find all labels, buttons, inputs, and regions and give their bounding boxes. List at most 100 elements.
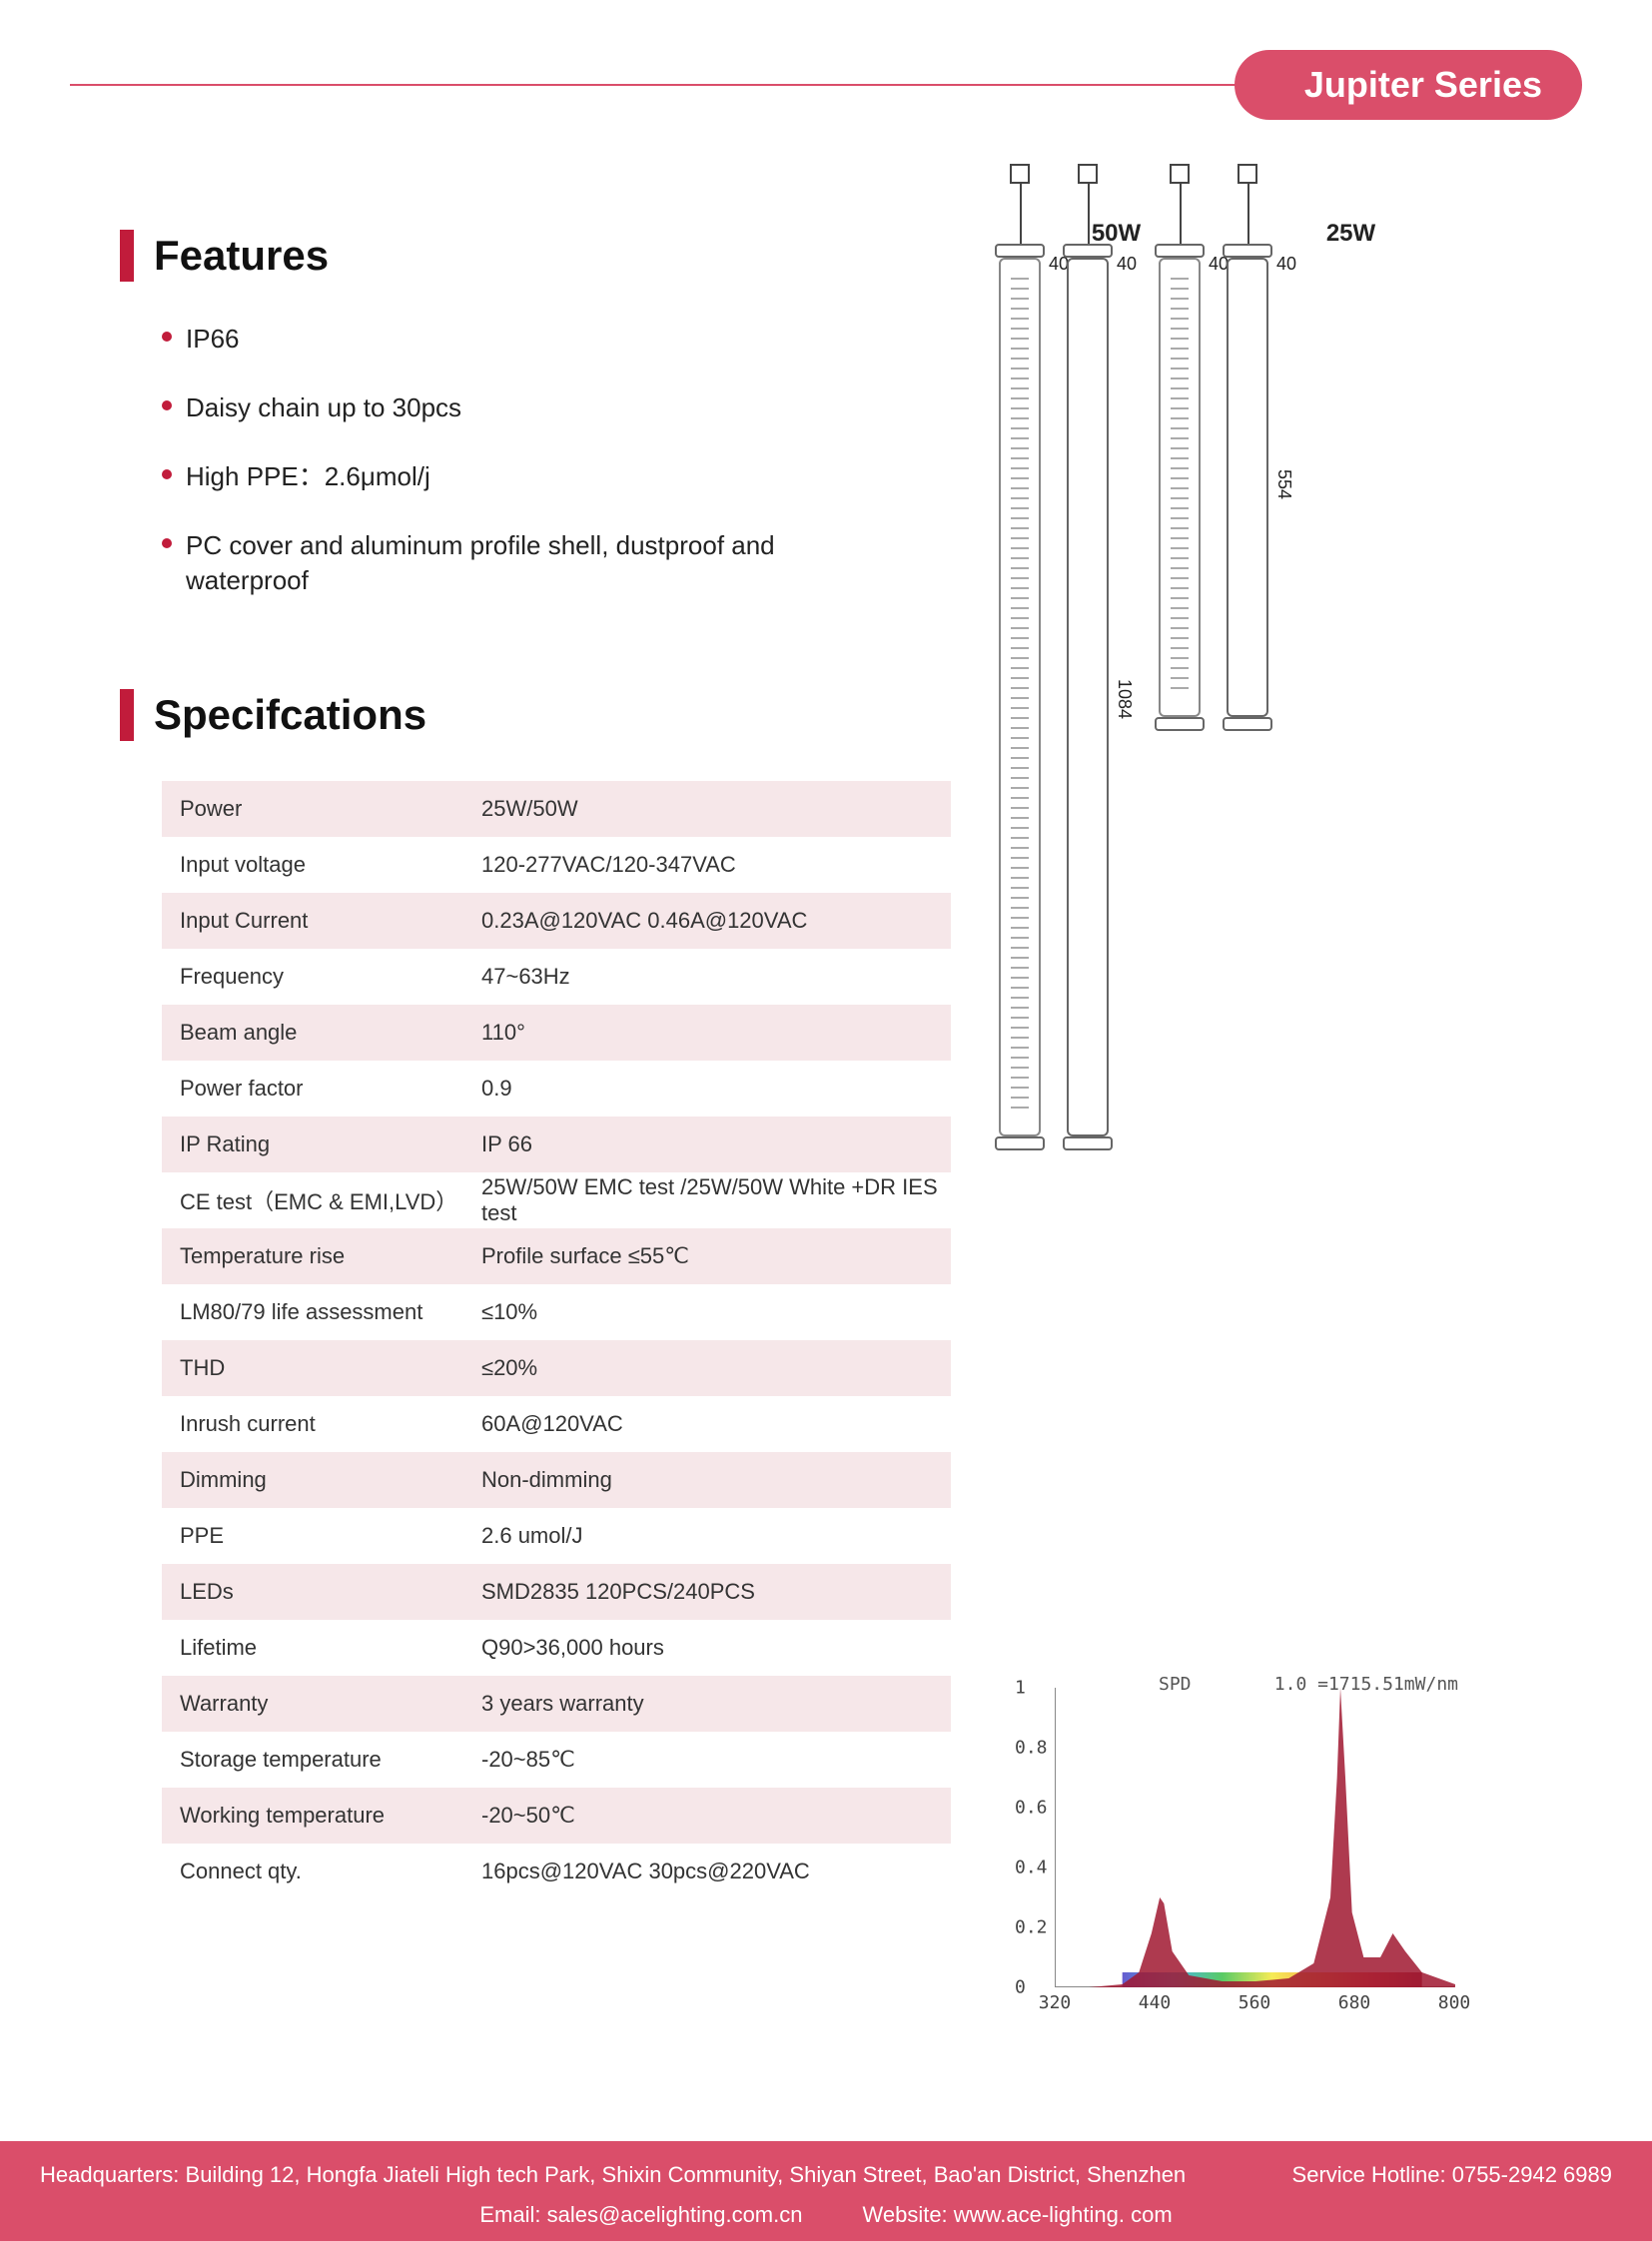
spec-row: Dimming Non-dimming <box>162 1452 951 1508</box>
spd-ytick: 0.2 <box>1015 1917 1048 1938</box>
spec-value: -20~85℃ <box>481 1747 951 1773</box>
endcap-icon <box>1155 717 1205 731</box>
spec-row: Working temperature-20~50℃ <box>162 1788 951 1844</box>
spec-label: Dimming <box>162 1467 481 1493</box>
dim-length-25w: 554 <box>1273 469 1294 499</box>
features-heading: Features <box>120 230 801 282</box>
spec-value: Profile surface ≤55℃ <box>481 1243 951 1269</box>
heading-bar-icon <box>120 230 134 282</box>
tubes-row: 40 40 1084 40 <box>999 258 1468 1136</box>
page-footer: Headquarters: Building 12, Hongfa Jiatel… <box>0 2141 1652 2241</box>
dim-width: 40 <box>1117 254 1137 275</box>
spec-row: Input Current0.23A@120VAC 0.46A@120VAC <box>162 893 951 949</box>
connector-icon <box>1170 164 1190 184</box>
specs-heading: Specifcations <box>120 689 951 741</box>
spec-label: PPE <box>162 1523 481 1549</box>
tube-25w-led: 40 <box>1159 258 1201 717</box>
spd-ytick: 1 <box>1015 1678 1026 1699</box>
specs-table: Power25W/50WInput voltage120-277VAC/120-… <box>162 781 951 1899</box>
spec-value: 16pcs@120VAC 30pcs@220VAC <box>481 1859 951 1884</box>
spec-row: LifetimeQ90>36,000 hours <box>162 1620 951 1676</box>
spec-label: CE test（EMC & EMI,LVD） <box>162 1184 481 1216</box>
spec-label: Working temperature <box>162 1803 481 1829</box>
spd-chart: SPD 1.0 =1715.51mW/nm 00.20.40.60.81 320… <box>1009 1668 1468 2027</box>
spec-value: 2.6 umol/J <box>481 1523 951 1549</box>
spd-xtick: 320 <box>1039 1992 1072 2013</box>
tube-pair-50w: 40 40 1084 <box>999 258 1109 1136</box>
feature-item: IP66 <box>162 322 801 357</box>
features-section: Features IP66 Daisy chain up to 30pcs High… <box>120 230 801 632</box>
endcap-icon <box>995 244 1045 258</box>
feature-item: PC cover and aluminum profile shell, dus… <box>162 528 801 598</box>
spec-label: Beam angle <box>162 1020 481 1046</box>
spec-row: Storage temperature-20~85℃ <box>162 1732 951 1788</box>
spec-row: Warranty3 years warranty <box>162 1676 951 1732</box>
dim-width: 40 <box>1276 254 1296 275</box>
connector-icon <box>1238 164 1257 184</box>
spec-row: Connect qty.16pcs@120VAC 30pcs@220VAC <box>162 1844 951 1899</box>
endcap-icon <box>995 1136 1045 1150</box>
wire-icon <box>1247 180 1249 244</box>
endcap-icon <box>1223 717 1272 731</box>
spec-row: IP RatingIP 66 <box>162 1117 951 1172</box>
spec-value: ≤10% <box>481 1299 951 1325</box>
spec-label: Frequency <box>162 964 481 990</box>
bullet-icon <box>162 332 172 342</box>
spd-xtick: 680 <box>1338 1992 1371 2013</box>
bullet-icon <box>162 538 172 548</box>
spec-label: Lifetime <box>162 1635 481 1661</box>
spec-value: 47~63Hz <box>481 964 951 990</box>
spd-ytick: 0.4 <box>1015 1858 1048 1878</box>
spd-xtick: 440 <box>1139 1992 1172 2013</box>
spec-label: Power factor <box>162 1076 481 1102</box>
spec-label: Input Current <box>162 908 481 934</box>
spec-row: CE test（EMC & EMI,LVD）25W/50W EMC test /… <box>162 1172 951 1228</box>
spd-plot <box>1056 1688 1455 1987</box>
features-list: IP66 Daisy chain up to 30pcs High PPE：2.6μ… <box>162 322 801 598</box>
spec-value: 0.9 <box>481 1076 951 1102</box>
connector-icon <box>1078 164 1098 184</box>
spec-value: 3 years warranty <box>481 1691 951 1717</box>
spec-row: PPE2.6 umol/J <box>162 1508 951 1564</box>
wire-icon <box>1088 180 1090 244</box>
wire-icon <box>1180 180 1182 244</box>
footer-website: Website: www.ace-lighting. com <box>862 2202 1172 2228</box>
feature-text: IP66 <box>186 322 240 357</box>
spec-row: Beam angle110° <box>162 1005 951 1061</box>
spec-label: Temperature rise <box>162 1243 481 1269</box>
spec-row: LEDsSMD2835 120PCS/240PCS <box>162 1564 951 1620</box>
spec-label: Inrush current <box>162 1411 481 1437</box>
bullet-icon <box>162 400 172 410</box>
endcap-icon <box>1063 244 1113 258</box>
spd-ytick: 0.6 <box>1015 1798 1048 1819</box>
spec-row: Power25W/50W <box>162 781 951 837</box>
tube-pair-25w: 40 40 554 <box>1159 258 1268 717</box>
features-title: Features <box>154 232 329 280</box>
spec-value: -20~50℃ <box>481 1803 951 1829</box>
bullet-icon <box>162 469 172 479</box>
spd-xtick: 560 <box>1239 1992 1271 2013</box>
spec-value: 25W/50W <box>481 796 951 822</box>
feature-text: Daisy chain up to 30pcs <box>186 390 461 425</box>
spec-row: Input voltage120-277VAC/120-347VAC <box>162 837 951 893</box>
specs-title: Specifcations <box>154 691 426 739</box>
spec-label: Power <box>162 796 481 822</box>
dim-length-50w: 1084 <box>1114 679 1135 719</box>
spec-label: LEDs <box>162 1579 481 1605</box>
feature-text: PC cover and aluminum profile shell, dus… <box>186 528 801 598</box>
spec-row: THD≤20% <box>162 1340 951 1396</box>
spec-label: LM80/79 life assessment <box>162 1299 481 1325</box>
endcap-icon <box>1155 244 1205 258</box>
spec-value: 25W/50W EMC test /25W/50W White +DR IES … <box>481 1174 951 1226</box>
spec-value: ≤20% <box>481 1355 951 1381</box>
spec-value: 110° <box>481 1020 951 1046</box>
spec-value: Q90>36,000 hours <box>481 1635 951 1661</box>
endcap-icon <box>1223 244 1272 258</box>
spec-row: Temperature riseProfile surface ≤55℃ <box>162 1228 951 1284</box>
spec-value: 60A@120VAC <box>481 1411 951 1437</box>
spec-label: IP Rating <box>162 1131 481 1157</box>
feature-text: High PPE：2.6μmol/j <box>186 459 430 494</box>
spec-row: LM80/79 life assessment≤10% <box>162 1284 951 1340</box>
led-strip-icon <box>1011 278 1029 1117</box>
tube-25w-side: 40 554 <box>1227 258 1268 717</box>
